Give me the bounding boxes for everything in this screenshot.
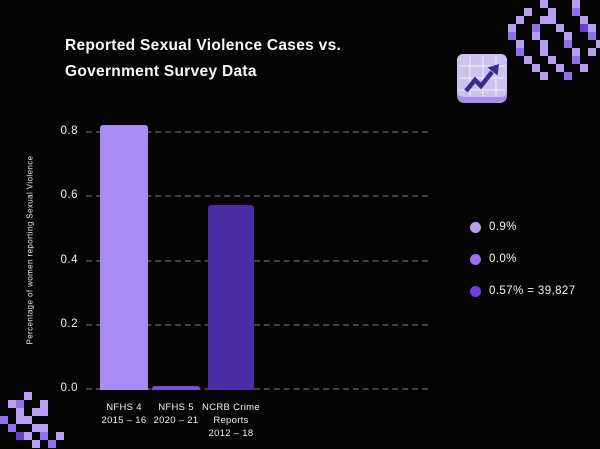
pixel-block-bottom-left-cell (24, 392, 32, 400)
pixel-block-top-right-cell (564, 72, 572, 80)
pixel-block-bottom-left-cell (48, 440, 56, 448)
bar-1 (100, 125, 148, 390)
y-tick-label: 0.0 (60, 382, 78, 394)
chart-title: Reported Sexual Violence Cases vs. Gover… (65, 33, 341, 85)
gridline (86, 388, 428, 390)
gridline (86, 131, 428, 133)
legend-label: 0.9% (489, 221, 517, 233)
pixel-block-top-right-cell (532, 24, 540, 32)
gridline (86, 195, 428, 197)
pixel-block-top-right-cell (580, 24, 588, 32)
pixel-block-bottom-left-cell (16, 400, 24, 408)
legend-item: 0.9% (470, 220, 576, 234)
pixel-block-bottom-left-cell (16, 408, 24, 416)
pixel-block-top-right-cell (508, 24, 516, 32)
pixel-block-top-right-cell (540, 40, 548, 48)
x-category-label: NFHS 4 2015 – 16 (101, 402, 147, 426)
pixel-block-bottom-left-cell (16, 432, 24, 440)
legend-dot-icon (470, 285, 481, 297)
pixel-block-top-right-cell (564, 40, 572, 48)
y-tick-label: 0.8 (60, 125, 78, 137)
pixel-block-top-right-cell (540, 0, 548, 8)
pixel-block-top-right-cell (572, 0, 580, 8)
pixel-block-top-right-cell (524, 56, 532, 64)
pixel-block-bottom-left-cell (8, 400, 16, 408)
pixel-block-bottom-left-cell (24, 416, 32, 424)
pixel-block-top-right-cell (596, 40, 600, 48)
x-category-label: NFHS 5 2020 – 21 (153, 402, 199, 426)
pixel-block-bottom-left-cell (40, 400, 48, 408)
pixel-block-top-right-cell (540, 16, 548, 24)
y-tick-label: 0.2 (60, 318, 78, 330)
legend-item: 0.57% = 39,827 (470, 284, 576, 298)
pixel-block-bottom-left-cell (40, 432, 48, 440)
y-tick-label: 0.6 (60, 189, 78, 201)
pixel-block-top-right-cell (548, 8, 556, 16)
pixel-block-top-right-cell (572, 8, 580, 16)
pixel-block-top-right-cell (532, 64, 540, 72)
x-category-label: NCRB Crime Reports 2012 – 18 (202, 402, 260, 439)
pixel-block-top-right-cell (580, 64, 588, 72)
pixel-block-bottom-left-cell (0, 416, 8, 424)
pixel-block-top-right-cell (548, 16, 556, 24)
pixel-block-bottom-left-cell (16, 416, 24, 424)
bar-3 (208, 205, 254, 390)
pixel-block-bottom-left-cell (40, 424, 48, 432)
pixel-block-top-right-cell (580, 16, 588, 24)
pixel-block-top-right-cell (588, 24, 596, 32)
pixel-block-bottom-left-cell (56, 432, 64, 440)
chart-title-line2: Government Survey Data (65, 63, 257, 80)
pixel-block-top-right-cell (564, 32, 572, 40)
legend-label: 0.0% (489, 253, 517, 265)
pixel-block-top-right-cell (572, 56, 580, 64)
pixel-block-top-right-cell (540, 48, 548, 56)
pixel-block-top-right-cell (572, 48, 580, 56)
pixel-block-top-right-cell (556, 64, 564, 72)
chart-legend: 0.9% 0.0% 0.57% = 39,827 (470, 220, 576, 316)
legend-item: 0.0% (470, 252, 576, 266)
pixel-block-bottom-left-cell (40, 408, 48, 416)
pixel-block-top-right-cell (588, 32, 596, 40)
gridline (86, 324, 428, 326)
y-axis-title: Percentage of women reporting Sexual Vio… (25, 155, 35, 345)
pixel-block-top-right-cell (508, 32, 516, 40)
pixel-block-bottom-left-cell (24, 432, 32, 440)
pixel-block-top-right-cell (532, 32, 540, 40)
pixel-block-top-right-cell (540, 72, 548, 80)
pixel-block-bottom-left-cell (32, 440, 40, 448)
pixel-block-top-right-cell (524, 8, 532, 16)
bar-2 (152, 386, 200, 390)
pixel-block-bottom-left-cell (8, 424, 16, 432)
legend-label: 0.57% = 39,827 (489, 285, 576, 297)
gridline (86, 260, 428, 262)
trend-chart-icon (456, 52, 508, 105)
pixel-block-top-right-cell (516, 48, 524, 56)
pixel-block-top-right-cell (548, 56, 556, 64)
pixel-block-top-right-cell (556, 24, 564, 32)
pixel-block-top-right-cell (516, 16, 524, 24)
legend-dot-icon (470, 253, 481, 265)
pixel-block-bottom-left-cell (32, 424, 40, 432)
pixel-block-top-right-cell (516, 40, 524, 48)
chart-title-line1: Reported Sexual Violence Cases vs. (65, 37, 342, 54)
pixel-block-bottom-left-cell (32, 408, 40, 416)
y-tick-label: 0.4 (60, 254, 78, 266)
pixel-block-top-right-cell (588, 48, 596, 56)
legend-dot-icon (470, 221, 481, 233)
